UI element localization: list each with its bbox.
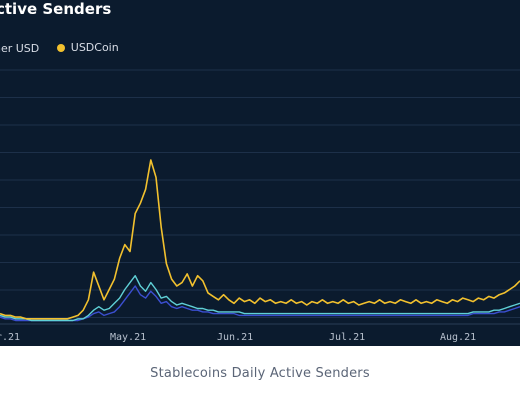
usdcoin-legend-dot-icon [56,43,65,52]
line-chart: r.21 May.21 Jun.21 Jul.21 Aug.21 [0,69,520,343]
legend-label-usdcoin: USDCoin [70,41,119,54]
legend: her USD USDCoin [0,41,133,55]
legend-item-tether[interactable]: her USD [0,42,39,55]
x-tick-label: May.21 [110,332,146,343]
chart-panel: r.21 May.21 Jun.21 Jul.21 Aug.21 ctive Sende… [0,0,520,346]
chart-title: ctive Senders [0,0,112,18]
chart-caption: Stablecoins Daily Active Senders [150,366,370,381]
x-tick-label: Jun.21 [217,332,253,343]
series-line-series-1 [0,275,520,322]
legend-label-tether: her USD [0,41,40,55]
x-tick-label: r.21 [0,332,20,343]
series-line-her-usd [0,285,520,322]
x-tick-label: Jul.21 [329,332,365,343]
legend-item-usdcoin[interactable]: USDCoin [56,41,119,54]
series-line-usdcoin [0,159,520,320]
x-tick-label: Aug.21 [440,332,476,343]
